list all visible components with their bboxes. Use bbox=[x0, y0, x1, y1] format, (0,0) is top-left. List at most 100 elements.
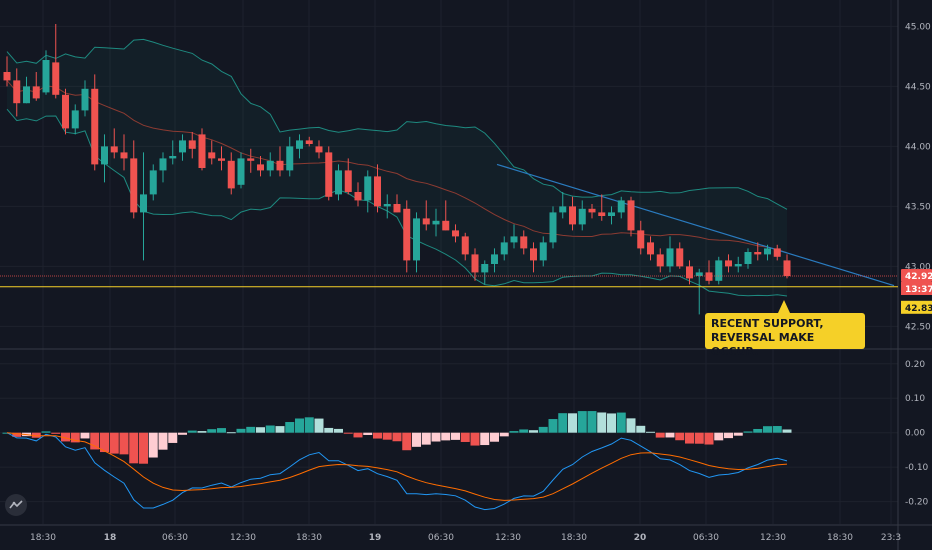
macd-histogram-bar bbox=[412, 432, 421, 447]
time-tick-label: 06:30 bbox=[693, 533, 719, 543]
macd-histogram-bar bbox=[363, 432, 373, 435]
candle-body bbox=[315, 146, 323, 153]
macd-histogram-bar bbox=[295, 418, 304, 433]
candle-body bbox=[159, 158, 167, 171]
candle bbox=[442, 200, 450, 231]
candle bbox=[62, 88, 69, 135]
candle-body bbox=[101, 146, 108, 165]
macd-histogram-bar bbox=[61, 432, 70, 442]
support-callout[interactable]: RECENT SUPPORT, REVERSAL MAKE OCCUR. bbox=[705, 313, 865, 358]
candle bbox=[715, 256, 723, 285]
support-price-tag-text: 42.83 bbox=[905, 304, 932, 314]
candle-body bbox=[520, 236, 528, 249]
macd-histogram-bar bbox=[217, 428, 226, 433]
candle bbox=[315, 140, 323, 159]
time-tick-label: 12:30 bbox=[760, 533, 786, 543]
macd-histogram-bar bbox=[558, 413, 568, 433]
macd-histogram-bar bbox=[665, 432, 675, 438]
candle-body bbox=[569, 206, 576, 225]
time-tick-label: 06:30 bbox=[428, 533, 454, 543]
macd-histogram-bar bbox=[343, 432, 353, 434]
macd-histogram-bar bbox=[31, 432, 41, 438]
candle-body bbox=[110, 146, 118, 153]
macd-histogram-bar bbox=[236, 428, 246, 433]
candle-body bbox=[773, 248, 781, 257]
time-axis[interactable]: 18:30 18 06:30 12:30 18:30 19 06:30 12:30 18:30 2… bbox=[30, 533, 901, 543]
macd-histogram-bar bbox=[80, 432, 90, 439]
price-axis[interactable]: 45.00 44.50 44.00 43.50 43.00 42.50 bbox=[905, 22, 931, 332]
candle bbox=[491, 248, 498, 273]
candle bbox=[393, 194, 401, 213]
macd-histogram-bar bbox=[246, 426, 256, 433]
candle bbox=[744, 248, 752, 269]
macd-histogram-bar bbox=[392, 432, 402, 442]
candle bbox=[130, 140, 138, 219]
candle-body bbox=[413, 218, 420, 261]
candle bbox=[500, 236, 508, 261]
price-tick-label: 42.50 bbox=[905, 322, 931, 332]
candle bbox=[656, 248, 664, 273]
candle bbox=[608, 206, 615, 225]
macd-histogram-bar bbox=[402, 432, 412, 451]
macd-histogram-bar bbox=[353, 432, 363, 438]
candle-body bbox=[383, 204, 391, 207]
macd-tick-label: 0.20 bbox=[905, 360, 925, 370]
macd-histogram-bar bbox=[256, 427, 265, 433]
candle bbox=[3, 56, 11, 87]
candle bbox=[13, 68, 21, 117]
macd-histogram-bar bbox=[694, 432, 704, 444]
candle bbox=[471, 248, 479, 281]
macd-histogram-bar bbox=[12, 432, 22, 437]
candle bbox=[71, 104, 79, 135]
candle bbox=[773, 244, 781, 261]
candle-body bbox=[608, 212, 615, 216]
candle-body bbox=[188, 140, 196, 149]
candle bbox=[140, 152, 147, 261]
time-tick-label: 20 bbox=[634, 533, 647, 543]
macd-tick-label: 0.00 bbox=[905, 429, 925, 439]
macd-histogram-bar bbox=[538, 426, 548, 433]
bollinger-fill bbox=[7, 39, 787, 297]
macd-histogram-bar bbox=[772, 426, 782, 433]
callout-line-2: REVERSAL MAKE OCCUR. bbox=[711, 331, 815, 358]
macd-histogram-bar bbox=[158, 432, 168, 450]
candle-body bbox=[179, 140, 186, 153]
candle bbox=[52, 24, 60, 99]
support-price-tag: 42.83 bbox=[901, 300, 932, 314]
candle-body bbox=[305, 140, 313, 144]
candle-body bbox=[364, 176, 372, 201]
macd-histogram-bar bbox=[100, 432, 109, 453]
candle bbox=[276, 146, 284, 177]
macd-axis[interactable]: 0.20 0.10 0.00 -0.10 -0.20 bbox=[905, 360, 929, 508]
candle-body bbox=[617, 200, 625, 213]
candle-body bbox=[52, 62, 60, 95]
macd-histogram-bar bbox=[41, 431, 51, 433]
time-tick-label: 18 bbox=[104, 533, 117, 543]
candle bbox=[364, 170, 372, 213]
candle bbox=[783, 254, 791, 279]
candle-body bbox=[403, 208, 411, 261]
candle-body bbox=[500, 242, 508, 255]
candle bbox=[539, 236, 547, 267]
support-price-tag-box bbox=[901, 300, 932, 314]
tradingview-logo-icon[interactable] bbox=[5, 494, 27, 516]
countdown-tag-box bbox=[901, 282, 932, 295]
time-tick-label: 12:30 bbox=[230, 533, 256, 543]
candle bbox=[325, 146, 333, 201]
candle bbox=[754, 242, 762, 261]
candle bbox=[676, 242, 684, 269]
time-tick-label: 18:30 bbox=[561, 533, 587, 543]
macd-histogram-bar bbox=[314, 418, 324, 433]
candle bbox=[627, 196, 635, 237]
candle bbox=[578, 200, 586, 231]
candle-body bbox=[491, 254, 498, 264]
bollinger-basis bbox=[6, 80, 788, 254]
candle bbox=[530, 242, 537, 273]
price-tick-label: 43.50 bbox=[905, 202, 931, 212]
candle-body bbox=[354, 192, 362, 201]
candle bbox=[227, 152, 235, 195]
current-price-tag-text: 42.92 bbox=[905, 272, 932, 282]
trend-line[interactable] bbox=[496, 163, 895, 287]
candle-body bbox=[471, 254, 479, 273]
